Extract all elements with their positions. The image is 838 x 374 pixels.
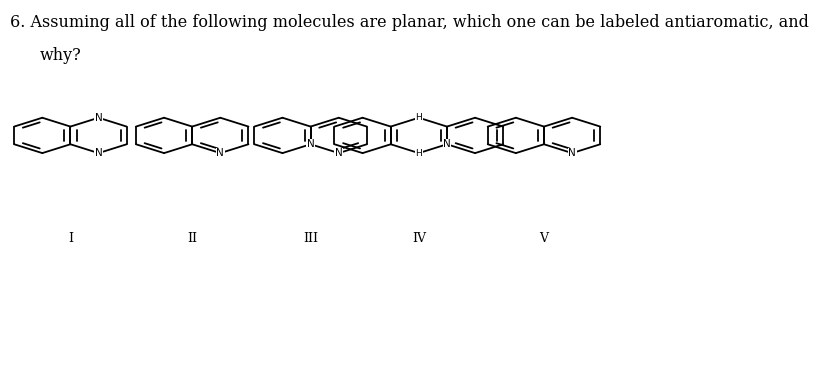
- Text: N: N: [307, 139, 314, 149]
- Text: H: H: [416, 148, 422, 157]
- Text: V: V: [540, 232, 549, 245]
- Text: 6. Assuming all of the following molecules are planar, which one can be labeled : 6. Assuming all of the following molecul…: [9, 14, 809, 31]
- Text: N: N: [95, 148, 102, 158]
- Text: N: N: [443, 139, 451, 149]
- Text: N: N: [568, 148, 576, 158]
- Text: why?: why?: [40, 47, 82, 64]
- Text: II: II: [187, 232, 197, 245]
- Text: IV: IV: [411, 232, 426, 245]
- Text: III: III: [303, 232, 318, 245]
- Text: N: N: [335, 148, 343, 158]
- Text: N: N: [216, 148, 225, 158]
- Text: N: N: [95, 113, 102, 123]
- Text: I: I: [68, 232, 73, 245]
- Text: H: H: [416, 113, 422, 122]
